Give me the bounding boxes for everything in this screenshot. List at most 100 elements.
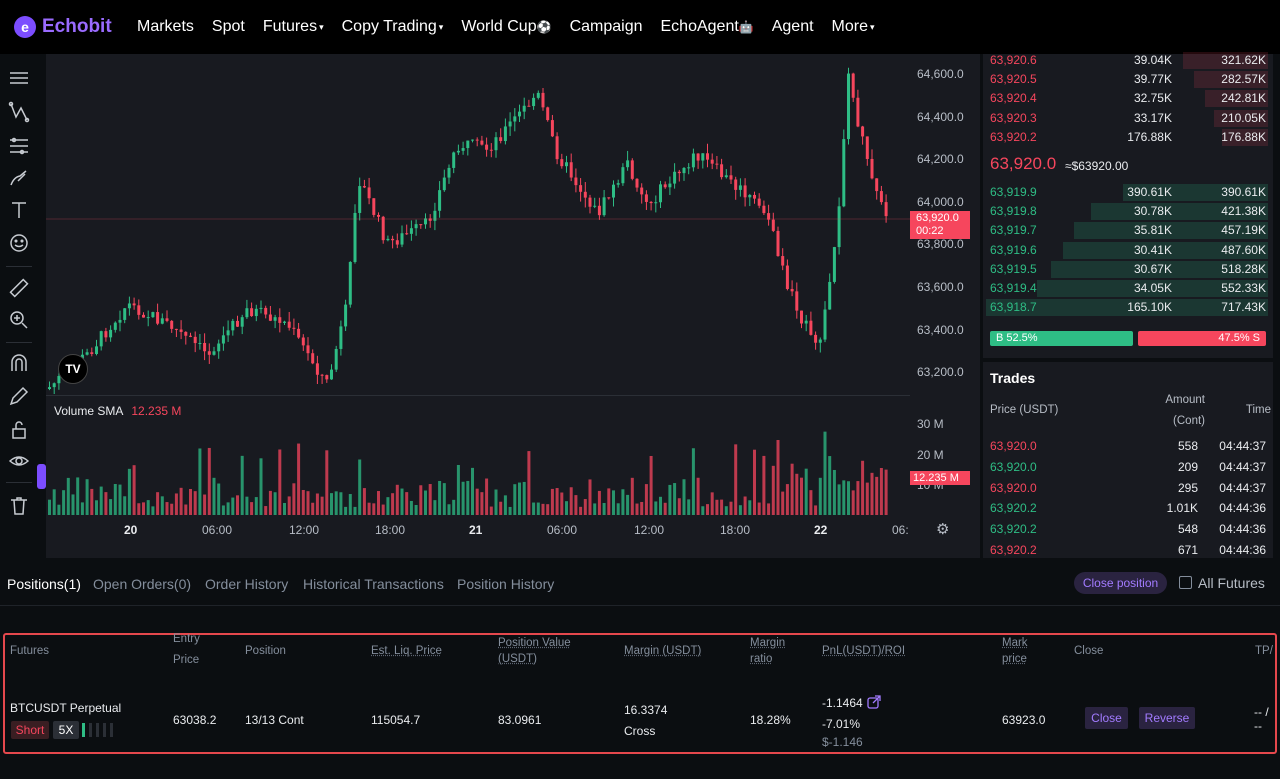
candle-body xyxy=(339,326,343,349)
zoom-in-icon[interactable] xyxy=(7,308,31,332)
bid-row[interactable]: 63,918.7 165.10K 717.43K xyxy=(983,298,1268,317)
text-tool-icon[interactable] xyxy=(7,198,31,222)
candle-body xyxy=(174,328,178,330)
ask-row[interactable]: 63,920.6 39.04K 321.62K xyxy=(983,51,1268,70)
margin-mode[interactable]: Cross xyxy=(624,724,656,738)
tab-order-history[interactable]: Order History xyxy=(205,576,289,592)
volume-bar xyxy=(57,504,61,515)
candle-body xyxy=(381,216,385,241)
ask-row[interactable]: 63,920.2 176.88K 176.88K xyxy=(983,128,1268,147)
volume-bar xyxy=(804,468,808,515)
candle-body xyxy=(630,160,634,179)
reverse-button[interactable]: Reverse xyxy=(1139,707,1195,729)
volume-bar xyxy=(315,493,319,515)
bid-row[interactable]: 63,919.8 30.78K 421.38K xyxy=(983,202,1268,221)
buy-ratio-bar: B 52.5% xyxy=(990,331,1133,346)
close-position-button[interactable]: Close position xyxy=(1074,572,1167,594)
candle-body xyxy=(325,375,329,380)
bid-row[interactable]: 63,919.6 30.41K 487.60K xyxy=(983,241,1268,260)
magnet-icon[interactable] xyxy=(7,352,31,376)
trade-amount: 209 xyxy=(1177,459,1198,474)
share-icon[interactable] xyxy=(867,695,881,709)
bid-row[interactable]: 63,919.4 34.05K 552.33K xyxy=(983,279,1268,298)
volume-bar xyxy=(250,502,254,515)
tab-historical-transactions[interactable]: Historical Transactions xyxy=(303,576,444,592)
lock-icon[interactable] xyxy=(7,418,31,442)
ob-amount: 30.41K xyxy=(1133,242,1172,257)
volume-bar xyxy=(179,487,183,515)
nav-more[interactable]: More ▾ xyxy=(831,18,875,35)
caret-down-icon: ▾ xyxy=(870,21,875,32)
chart-settings-icon[interactable]: ⚙ xyxy=(936,521,950,538)
volume-bar xyxy=(814,505,818,515)
candle-body xyxy=(701,153,705,161)
candle-body xyxy=(109,329,113,338)
robot-icon: 🤖 xyxy=(738,20,754,34)
pattern-tool-icon[interactable] xyxy=(7,100,31,124)
soccer-ball-icon: ⚽ xyxy=(536,20,552,34)
candle-body xyxy=(240,317,244,327)
mark-price: 63923.0 xyxy=(1002,713,1046,727)
eye-icon[interactable] xyxy=(7,449,31,473)
emoji-icon[interactable] xyxy=(7,231,31,255)
tradingview-logo[interactable]: TV xyxy=(58,354,88,384)
brush-icon[interactable] xyxy=(7,166,31,190)
trade-row: 63,920.2 671 04:44:36 xyxy=(983,540,1268,560)
trade-amount: 295 xyxy=(1177,480,1198,495)
echobit-logo[interactable]: e Echobit xyxy=(14,16,124,38)
tab-position-history[interactable]: Position History xyxy=(457,576,555,592)
all-futures-checkbox[interactable] xyxy=(1179,576,1192,589)
ask-row[interactable]: 63,920.3 33.17K 210.05K xyxy=(983,109,1268,128)
volume-bar xyxy=(353,506,357,515)
nav-campaign[interactable]: Campaign xyxy=(569,18,643,35)
roi-value: -7.01% xyxy=(822,717,861,731)
ask-row[interactable]: 63,920.5 39.77K 282.57K xyxy=(983,70,1268,89)
trend-lines-icon[interactable] xyxy=(7,66,31,90)
header-position: Position xyxy=(245,645,286,657)
volume-bar xyxy=(630,477,634,515)
close-button[interactable]: Close xyxy=(1085,707,1128,729)
volume-bar xyxy=(729,501,733,515)
bid-row[interactable]: 63,919.9 390.61K 390.61K xyxy=(983,183,1268,202)
nav-futures[interactable]: Futures ▾ xyxy=(262,18,324,35)
ob-total: 210.05K xyxy=(1221,110,1266,125)
nav-copy-trading[interactable]: Copy Trading ▾ xyxy=(341,18,444,35)
position-symbol[interactable]: BTCUSDT Perpetual xyxy=(10,701,122,715)
candle-body xyxy=(771,219,775,231)
tab-positions[interactable]: Positions(1) xyxy=(7,576,81,592)
toolbar-expand-handle[interactable] xyxy=(37,464,46,489)
nav-spot[interactable]: Spot xyxy=(211,18,245,35)
candle-body xyxy=(720,164,724,178)
candle-body xyxy=(127,303,131,309)
volume-bar xyxy=(706,504,709,515)
fib-tool-icon[interactable] xyxy=(7,134,31,158)
ruler-icon[interactable] xyxy=(7,276,31,300)
leverage-badge[interactable]: 5X xyxy=(53,721,79,739)
current-volume-tag: 12.235 M xyxy=(910,471,970,485)
nav-world-cup[interactable]: World Cup ⚽ xyxy=(461,18,552,35)
candle-body xyxy=(170,320,174,329)
all-futures-label[interactable]: All Futures xyxy=(1198,575,1265,591)
candle-body xyxy=(198,342,202,344)
ask-row[interactable]: 63,920.4 32.75K 242.81K xyxy=(983,89,1268,108)
trash-icon[interactable] xyxy=(7,494,31,518)
nav-markets[interactable]: Markets xyxy=(137,18,194,35)
bid-row[interactable]: 63,919.7 35.81K 457.19K xyxy=(983,221,1268,240)
candle-body xyxy=(738,185,742,190)
tab-open-orders[interactable]: Open Orders(0) xyxy=(93,576,192,592)
candle-body xyxy=(847,73,850,140)
bid-row[interactable]: 63,919.5 30.67K 518.28K xyxy=(983,260,1268,279)
candlestick-chart[interactable] xyxy=(46,54,910,558)
pencil-lock-icon[interactable] xyxy=(7,384,31,408)
nav-echoagent[interactable]: EchoAgent 🤖 xyxy=(660,18,754,35)
nav-agent[interactable]: Agent xyxy=(771,18,814,35)
volume-bar xyxy=(809,490,813,515)
trade-price: 63,920.0 xyxy=(990,459,1037,474)
volume-bar xyxy=(221,505,225,515)
candle-body xyxy=(273,317,277,321)
candle-body xyxy=(377,214,380,217)
volume-bar xyxy=(837,484,841,515)
candle-body xyxy=(828,281,832,310)
tp-sl-value[interactable]: -- / -- xyxy=(1254,705,1269,733)
candle-body xyxy=(616,183,620,185)
